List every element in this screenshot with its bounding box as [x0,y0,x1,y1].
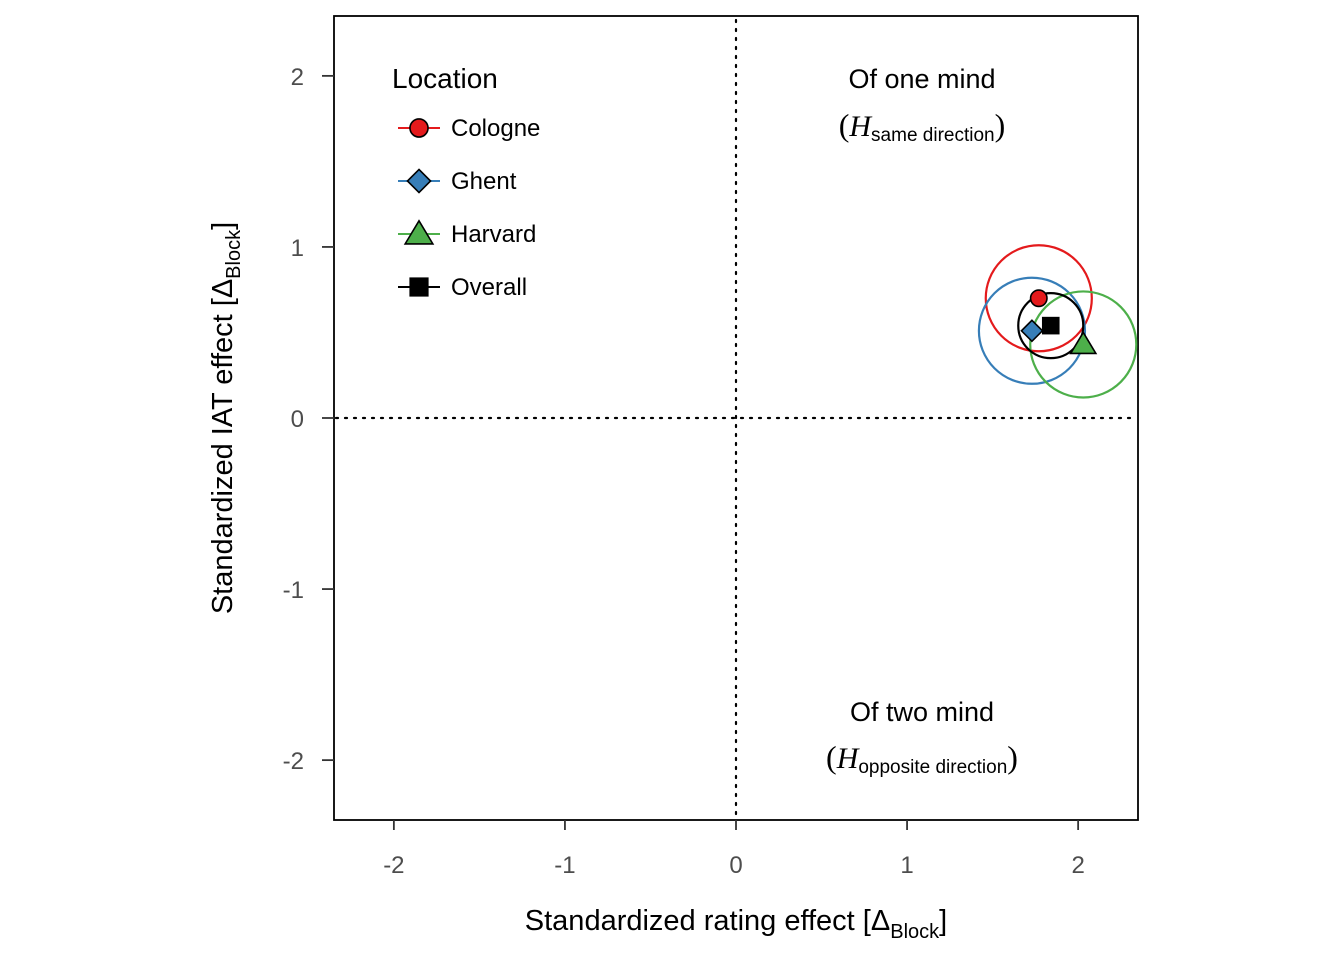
x-axis-title: Standardized rating effect [ΔBlock] [525,905,947,943]
point-cologne [1029,289,1048,308]
uncertainty-circle-overall [1017,292,1085,360]
x-tick-label: 1 [900,852,913,879]
quadrant-label-of-two-mind: Of two mind (Hopposite direction) [826,697,1018,778]
uncertainty-circles [977,244,1138,399]
y-axis-title: Standardized IAT effect [ΔBlock] [207,222,245,614]
legend-title: Location [392,63,498,94]
x-axis-ticks: -2 -1 0 1 2 [383,820,1085,879]
legend-item-overall: Overall [398,274,527,301]
uncertainty-circle-ghent [977,276,1087,385]
uncertainty-circle-cologne [984,244,1093,353]
legend-item-harvard: Harvard [398,219,536,248]
y-axis-ticks: -2 -1 0 1 2 [283,64,334,775]
y-tick-label: 0 [291,406,304,433]
quadrant-hypothesis: (Hsame direction) [839,107,1006,146]
legend-marker [409,118,429,138]
quadrant-hypothesis: (Hopposite direction) [826,739,1018,778]
x-tick-label: 2 [1071,852,1084,879]
legend-label: Harvard [451,221,536,248]
legend: Location Cologne Ghent Harvard Overall [392,63,540,301]
y-tick-label: 2 [291,64,304,91]
legend-label: Overall [451,274,527,301]
quadrant-label-of-one-mind: Of one mind (Hsame direction) [839,64,1006,146]
legend-marker [409,277,429,297]
legend-label: Ghent [451,168,517,195]
y-tick-label: -1 [283,577,304,604]
legend-item-cologne: Cologne [398,115,540,142]
point-ghent [1020,319,1044,343]
y-tick-label: -2 [283,748,304,775]
legend-marker [406,168,432,194]
point-overall [1041,316,1060,335]
legend-label: Cologne [451,115,540,142]
y-tick-label: 1 [291,235,304,262]
x-tick-label: -2 [383,852,404,879]
x-tick-label: -1 [554,852,575,879]
uncertainty-circle-harvard [1029,290,1138,399]
legend-marker [403,219,435,245]
legend-item-ghent: Ghent [398,168,517,195]
quadrant-title: Of one mind [848,64,995,94]
x-tick-label: 0 [729,852,742,879]
point-harvard [1069,330,1098,355]
quadrant-title: Of two mind [850,697,994,727]
data-points [1020,289,1098,355]
